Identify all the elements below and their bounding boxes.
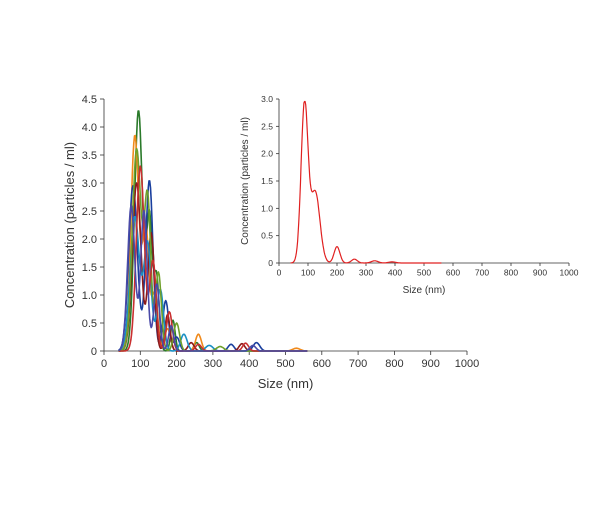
x-tick-label: 100: [301, 268, 315, 278]
y-tick-label: 2.0: [82, 234, 97, 246]
x-tick-label: 1000: [560, 268, 579, 278]
inset-chart: 0 100 200 300 400 500 600 700 800 900 1000 0 0.5 1.0 1…: [240, 94, 579, 296]
x-tick-label: 300: [359, 268, 373, 278]
x-tick-label: 0: [277, 268, 282, 278]
y-tick-label: 4.5: [82, 94, 97, 106]
y-axis-label: Concentration (particles / ml): [240, 117, 251, 245]
y-tick-label: 0: [268, 258, 273, 268]
x-axis-label: Size (nm): [403, 285, 446, 296]
y-tick-label: 0: [91, 346, 97, 358]
x-tick-label: 100: [131, 358, 149, 370]
main-chart: 0 100 200 300 400 500 600 700 800 900 100000.51.01…: [62, 94, 479, 391]
x-tick-label: 200: [167, 358, 185, 370]
series-line-0: [290, 100, 442, 264]
x-tick-label: 500: [417, 268, 431, 278]
x-tick-label: 600: [446, 268, 460, 278]
x-tick-label: 800: [385, 358, 403, 370]
series-line-7: [118, 205, 308, 352]
x-tick-label: 1000: [455, 358, 479, 370]
y-axis-label: Concentration (particles / ml): [62, 142, 77, 308]
y-tick-label: 4.0: [82, 122, 97, 134]
y-tick-label: 0.5: [261, 231, 273, 241]
y-tick-label: 2.0: [261, 149, 273, 159]
x-tick-label: 200: [330, 268, 344, 278]
x-tick-label: 700: [349, 358, 367, 370]
x-axis-label: Size (nm): [258, 376, 314, 391]
y-tick-label: 3.0: [82, 178, 97, 190]
x-tick-label: 400: [240, 358, 258, 370]
x-tick-label: 900: [422, 358, 440, 370]
x-tick-label: 800: [504, 268, 518, 278]
y-tick-label: 1.5: [261, 176, 273, 186]
y-tick-label: 1.0: [261, 203, 273, 213]
y-tick-label: 3.0: [261, 94, 273, 104]
y-tick-label: 2.5: [82, 206, 97, 218]
y-tick-label: 1.0: [82, 290, 97, 302]
y-tick-label: 3.5: [82, 150, 97, 162]
x-tick-label: 400: [388, 268, 402, 278]
y-tick-label: 0.5: [82, 318, 97, 330]
x-tick-label: 700: [475, 268, 489, 278]
y-tick-label: 1.5: [82, 262, 97, 274]
x-tick-label: 500: [276, 358, 294, 370]
x-tick-label: 300: [204, 358, 222, 370]
x-tick-label: 900: [533, 268, 547, 278]
y-tick-label: 2.5: [261, 121, 273, 131]
x-tick-label: 600: [313, 358, 331, 370]
x-tick-label: 0: [101, 358, 107, 370]
